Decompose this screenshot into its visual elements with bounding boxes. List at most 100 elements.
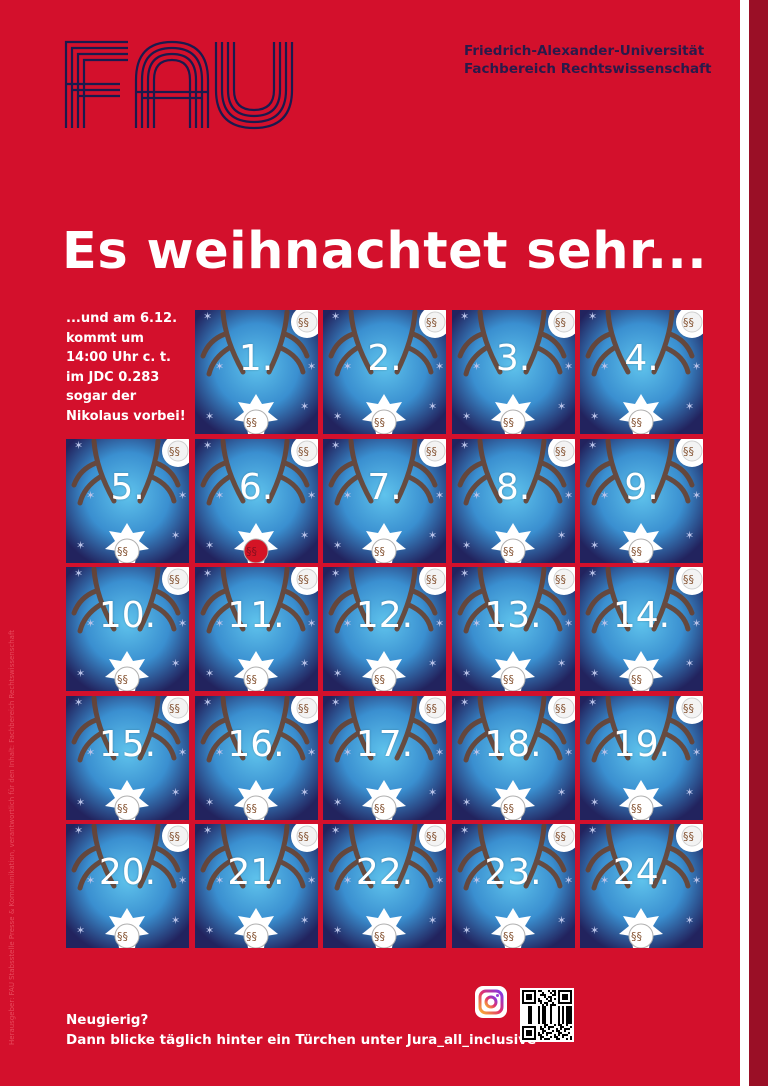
- svg-text:§§: §§: [555, 573, 566, 586]
- svg-text:✶: ✶: [557, 914, 566, 927]
- note-line: im JDC 0.283: [66, 369, 160, 385]
- calendar-door[interactable]: ✶ ✶ ✶ ✶ ✶ §§ §§ 13.: [451, 567, 575, 691]
- footer-line-2: Dann blicke täglich hinter ein Türchen u…: [66, 1032, 537, 1048]
- svg-text:✶: ✶: [333, 539, 342, 552]
- calendar-door[interactable]: ✶ ✶ ✶ ✶ ✶ §§ §§ 19.: [580, 695, 703, 820]
- svg-text:§§: §§: [298, 702, 309, 715]
- svg-text:✶: ✶: [462, 410, 471, 423]
- calendar-door[interactable]: ✶ ✶ ✶ ✶ ✶ §§ §§ 22.: [323, 824, 446, 948]
- calendar-door[interactable]: ✶ ✶ ✶ ✶ ✶ §§ §§ 18.: [451, 695, 575, 820]
- door-number: 4.: [624, 338, 659, 379]
- svg-text:✶: ✶: [557, 786, 566, 799]
- door-number: 11.: [227, 595, 285, 636]
- calendar-door[interactable]: ✶ ✶ ✶ ✶ ✶ §§ §§ 24.: [580, 824, 703, 948]
- svg-text:✶: ✶: [205, 796, 214, 809]
- calendar-door[interactable]: ✶ ✶ ✶ ✶ ✶ §§ §§ 10.: [66, 567, 189, 691]
- calendar-door[interactable]: ✶ ✶ ✶ ✶ ✶ §§ §§ 15.: [66, 695, 189, 820]
- svg-text:✶: ✶: [590, 796, 599, 809]
- door-number: 15.: [98, 723, 157, 765]
- svg-text:§§: §§: [117, 930, 128, 943]
- svg-text:✶: ✶: [588, 439, 597, 452]
- door-number: 18.: [484, 723, 542, 765]
- calendar-door[interactable]: ✶ ✶ ✶ ✶ ✶ §§ §§ 6.: [194, 438, 318, 563]
- calendar-door[interactable]: ✶ ✶ ✶ ✶ ✶ §§ §§ 9.: [580, 438, 703, 563]
- calendar-door[interactable]: ✶ ✶ ✶ ✶ ✶ §§ §§ 3.: [451, 310, 575, 434]
- svg-text:§§: §§: [374, 930, 385, 943]
- svg-text:✶: ✶: [203, 824, 212, 837]
- door-number: 12.: [355, 595, 414, 636]
- svg-text:✶: ✶: [590, 667, 599, 680]
- door-number: 1.: [238, 338, 274, 379]
- svg-text:§§: §§: [631, 673, 642, 686]
- svg-text:✶: ✶: [86, 617, 95, 630]
- svg-text:§§: §§: [683, 830, 694, 843]
- note-line: sogar der: [66, 389, 137, 404]
- svg-text:✶: ✶: [300, 400, 309, 413]
- svg-text:§§: §§: [374, 673, 385, 686]
- svg-text:✶: ✶: [343, 874, 352, 887]
- svg-text:✶: ✶: [435, 489, 444, 502]
- svg-text:✶: ✶: [472, 874, 481, 887]
- svg-text:✶: ✶: [333, 796, 342, 809]
- door-number: 9.: [624, 466, 659, 508]
- svg-text:§§: §§: [503, 802, 514, 815]
- svg-text:✶: ✶: [462, 796, 471, 809]
- svg-text:✶: ✶: [435, 617, 444, 630]
- svg-text:✶: ✶: [564, 746, 573, 759]
- svg-text:✶: ✶: [685, 786, 694, 799]
- svg-text:§§: §§: [374, 416, 385, 429]
- svg-text:✶: ✶: [74, 696, 83, 709]
- calendar-door[interactable]: ✶ ✶ ✶ ✶ ✶ §§ §§ 20.: [66, 824, 189, 948]
- calendar-door[interactable]: ✶ ✶ ✶ ✶ ✶ §§ §§ 5.: [66, 438, 189, 563]
- svg-text:✶: ✶: [692, 617, 701, 630]
- svg-text:§§: §§: [298, 830, 309, 843]
- svg-text:✶: ✶: [76, 539, 85, 552]
- door-number: 23.: [484, 852, 542, 893]
- svg-text:✶: ✶: [564, 360, 573, 373]
- calendar-door[interactable]: ✶ ✶ ✶ ✶ ✶ §§ §§ 21.: [194, 824, 318, 948]
- door-number: 7.: [367, 466, 402, 508]
- svg-text:✶: ✶: [331, 696, 340, 709]
- svg-text:§§: §§: [374, 545, 385, 558]
- svg-text:✶: ✶: [343, 746, 352, 759]
- svg-text:✶: ✶: [171, 529, 180, 542]
- svg-text:§§: §§: [631, 545, 642, 558]
- svg-text:✶: ✶: [203, 310, 212, 323]
- qr-code-icon[interactable]: [520, 988, 574, 1042]
- calendar-door[interactable]: ✶ ✶ ✶ ✶ ✶ §§ §§ 17.: [323, 695, 446, 820]
- svg-text:✶: ✶: [692, 874, 701, 887]
- calendar-door[interactable]: ✶ ✶ ✶ ✶ ✶ §§ §§ 14.: [580, 567, 703, 691]
- svg-text:✶: ✶: [307, 360, 316, 373]
- svg-text:✶: ✶: [685, 657, 694, 670]
- svg-text:§§: §§: [555, 702, 566, 715]
- svg-text:✶: ✶: [588, 567, 597, 580]
- svg-text:§§: §§: [169, 702, 180, 715]
- svg-text:✶: ✶: [685, 400, 694, 413]
- svg-text:✶: ✶: [564, 874, 573, 887]
- svg-text:§§: §§: [555, 830, 566, 843]
- svg-text:✶: ✶: [76, 796, 85, 809]
- calendar-door[interactable]: ✶ ✶ ✶ ✶ ✶ §§ §§ 8.: [451, 438, 575, 563]
- calendar-door[interactable]: ✶ ✶ ✶ ✶ ✶ §§ §§ 1.: [194, 310, 318, 434]
- svg-text:§§: §§: [246, 673, 257, 686]
- svg-text:✶: ✶: [203, 439, 212, 452]
- calendar-door[interactable]: ✶ ✶ ✶ ✶ ✶ §§ §§ 7.: [323, 438, 446, 563]
- svg-text:✶: ✶: [74, 567, 83, 580]
- calendar-door[interactable]: ✶ ✶ ✶ ✶ ✶ §§ §§ 4.: [580, 310, 703, 434]
- svg-text:§§: §§: [426, 316, 437, 329]
- instagram-icon[interactable]: [475, 986, 507, 1018]
- svg-text:✶: ✶: [307, 617, 316, 630]
- svg-text:✶: ✶: [462, 667, 471, 680]
- svg-text:✶: ✶: [215, 489, 224, 502]
- calendar-door[interactable]: ✶ ✶ ✶ ✶ ✶ §§ §§ 11.: [194, 567, 318, 691]
- svg-text:✶: ✶: [428, 914, 437, 927]
- calendar-door[interactable]: ✶ ✶ ✶ ✶ ✶ §§ §§ 12.: [323, 567, 446, 691]
- calendar-door[interactable]: ✶ ✶ ✶ ✶ ✶ §§ §§ 2.: [323, 310, 446, 434]
- svg-text:✶: ✶: [86, 746, 95, 759]
- institution-line-1: Friedrich-Alexander-Universität: [464, 43, 705, 59]
- svg-text:✶: ✶: [205, 539, 214, 552]
- svg-text:§§: §§: [631, 930, 642, 943]
- advent-calendar-grid: ✶ ✶ ✶ ✶ ✶ §§ §§ 1. ✶ ✶ ✶ ✶ ✶ §§ §§ 2. ✶ ✶ ✶ ✶ ✶: [66, 310, 703, 948]
- calendar-door[interactable]: ✶ ✶ ✶ ✶ ✶ §§ §§ 23.: [451, 824, 575, 948]
- calendar-door[interactable]: ✶ ✶ ✶ ✶ ✶ §§ §§ 16.: [194, 695, 318, 820]
